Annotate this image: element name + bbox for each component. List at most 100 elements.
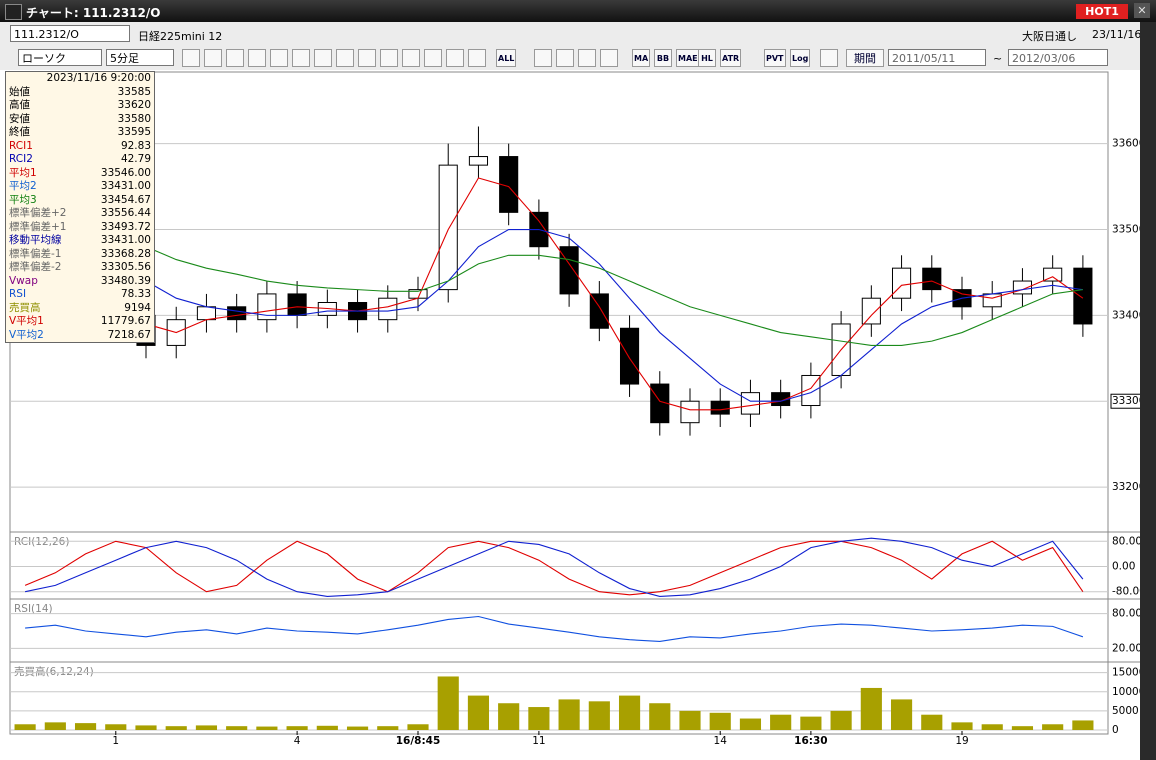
- volume-bar: [346, 726, 369, 730]
- y-tick-label: 33300: [1112, 395, 1145, 407]
- volume-bar: [1042, 724, 1064, 730]
- symbol-name: 日経225mini 12: [138, 30, 223, 43]
- tool-icon[interactable]: [270, 49, 288, 67]
- interval[interactable]: 5分足: [106, 49, 174, 66]
- x-tick-label: 16/8:45: [396, 735, 441, 747]
- info-label: 標準偏差+1: [9, 220, 67, 233]
- y-tick-label: 15000: [1112, 667, 1145, 679]
- candle-body: [468, 156, 489, 166]
- info-row: 標準偏差-2 33305.56: [6, 261, 154, 275]
- volume-bar: [558, 699, 580, 730]
- info-label: RSI: [9, 288, 27, 300]
- window-frame: [1140, 22, 1156, 760]
- tool-icon[interactable]: [358, 49, 376, 67]
- tool-button[interactable]: PVT: [764, 49, 786, 67]
- tool-icon[interactable]: [446, 49, 464, 67]
- info-datetime: 2023/11/16 9:20:00: [46, 72, 151, 84]
- period-button[interactable]: 期間: [846, 49, 884, 67]
- candle-body: [559, 246, 579, 295]
- y-tick-label: 0: [1112, 724, 1119, 736]
- tool-icon[interactable]: [556, 49, 574, 67]
- tool-button[interactable]: ALL: [496, 49, 517, 67]
- volume-bar: [800, 716, 822, 730]
- hot-badge[interactable]: HOT1: [1076, 4, 1128, 19]
- tool-icon[interactable]: [182, 49, 200, 67]
- volume-bar: [74, 723, 97, 730]
- info-value: 33480.39: [100, 274, 151, 287]
- y-tick-label: 33200: [1112, 481, 1145, 493]
- y-tick-label: 20.00: [1112, 642, 1142, 654]
- volume-bar: [286, 726, 308, 730]
- tool-button[interactable]: MA: [632, 49, 651, 67]
- volume-bar: [1011, 726, 1034, 730]
- tool-icon[interactable]: [226, 49, 244, 67]
- chart-type[interactable]: ローソク: [18, 49, 102, 66]
- indicator-line: [25, 211, 1083, 346]
- volume-bar: [195, 725, 218, 730]
- tool-icon[interactable]: [578, 49, 596, 67]
- volume-bar: [226, 726, 248, 730]
- info-row: RCI1 92.83: [6, 140, 154, 154]
- info-row: 平均1 33546.00: [6, 167, 154, 181]
- info-row: 標準偏差+1 33493.72: [6, 221, 154, 235]
- info-value: 33546.00: [100, 166, 151, 179]
- info-label: 平均1: [9, 166, 37, 179]
- tool-icon[interactable]: [468, 49, 486, 67]
- candle-body: [227, 306, 247, 321]
- tool-icon[interactable]: [292, 49, 310, 67]
- tilde: ~: [993, 52, 1003, 65]
- volume-bar: [498, 703, 520, 730]
- info-value: 33493.72: [100, 220, 151, 233]
- info-row: RCI2 42.79: [6, 153, 154, 167]
- volume-bar: [44, 722, 66, 730]
- candle-body: [1043, 267, 1063, 282]
- volume-bar: [135, 725, 157, 730]
- info-label: 始値: [9, 85, 30, 98]
- tool-icon[interactable]: [402, 49, 420, 67]
- candle-body: [891, 267, 912, 299]
- info-value: 33580: [117, 112, 151, 125]
- candle-body: [257, 293, 277, 321]
- volume-bar: [860, 687, 882, 730]
- y-tick-label: 33600: [1112, 138, 1145, 150]
- x-tick-label: 14: [714, 735, 728, 747]
- info-label: 終値: [9, 126, 30, 138]
- tool-button[interactable]: BB: [654, 49, 672, 67]
- indicator-line: [24, 177, 1084, 411]
- tool-icon[interactable]: [248, 49, 266, 67]
- indicator-line: [24, 540, 1084, 596]
- panel-title: RCI(12,26): [14, 536, 69, 548]
- title-bar: チャート: 111.2312/O HOT1 ✕: [0, 0, 1156, 22]
- tool-button[interactable]: HL: [698, 49, 716, 67]
- info-label: RCI1: [9, 139, 33, 152]
- info-label: V平均2: [9, 328, 44, 341]
- date-from[interactable]: 2011/05/11: [888, 49, 986, 66]
- volume-bar: [467, 695, 490, 730]
- tool-icon[interactable]: [600, 49, 618, 67]
- info-row: Vwap 33480.39: [6, 275, 154, 289]
- volume-bar: [165, 726, 187, 730]
- info-row: 終値 33595: [6, 126, 154, 140]
- volume-bar: [588, 701, 610, 730]
- tool-button[interactable]: Log: [790, 49, 811, 67]
- candle-body: [710, 400, 730, 415]
- tool-icon[interactable]: [336, 49, 354, 67]
- tool-icon[interactable]: [380, 49, 398, 67]
- tool-icon[interactable]: [424, 49, 442, 67]
- symbol-box[interactable]: 111.2312/O: [10, 25, 130, 42]
- y-tick-label: 80.00: [1112, 535, 1142, 547]
- info-value: 42.79: [120, 153, 151, 165]
- info-value: 33620: [117, 99, 151, 111]
- tool-icon[interactable]: [314, 49, 332, 67]
- info-value: 7218.67: [107, 328, 151, 341]
- info-value: 33368.28: [100, 247, 151, 260]
- close-button[interactable]: ✕: [1134, 3, 1150, 18]
- info-value: 92.83: [120, 139, 151, 152]
- date-to[interactable]: 2012/03/06: [1008, 49, 1108, 66]
- tool-button[interactable]: ATR: [720, 49, 742, 67]
- tool-icon[interactable]: [534, 49, 552, 67]
- candle-body: [287, 293, 307, 316]
- tool-icon[interactable]: [820, 49, 838, 67]
- tool-icon[interactable]: [204, 49, 222, 67]
